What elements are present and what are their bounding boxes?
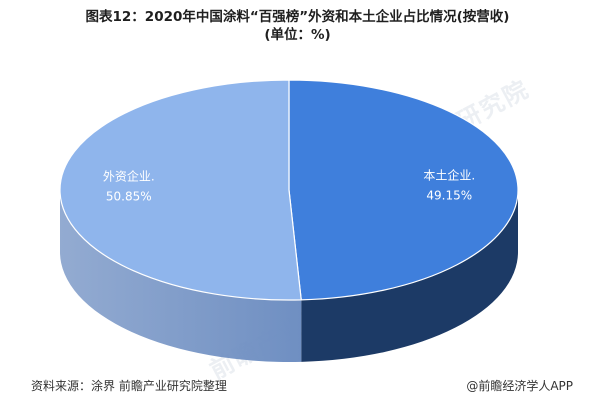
source-note: 资料来源：涂界 前瞻产业研究院整理 (31, 379, 227, 393)
pie-top (59, 79, 519, 301)
chart-title-line2: (单位：%) (264, 27, 331, 43)
credit-note: @前瞻经济学人APP (466, 379, 573, 393)
pie-side-walls (60, 190, 518, 362)
chart-title-line1: 图表12：2020年中国涂料“百强榜”外资和本土企业占比情况(按营收) (85, 9, 510, 25)
pie-slice-2 (59, 79, 302, 301)
slice-label-1: 本土企业. (423, 168, 475, 183)
slice-value-1: 49.15% (426, 189, 472, 203)
pie-side-2 (60, 190, 302, 362)
slice-label-2: 外资企业. (103, 168, 155, 183)
pie-side-1 (301, 190, 518, 362)
pie-slice-1 (288, 79, 519, 301)
chart-title: 图表12：2020年中国涂料“百强榜”外资和本土企业占比情况(按营收) (单位：… (0, 8, 595, 44)
slice-value-2: 50.85% (106, 189, 152, 203)
